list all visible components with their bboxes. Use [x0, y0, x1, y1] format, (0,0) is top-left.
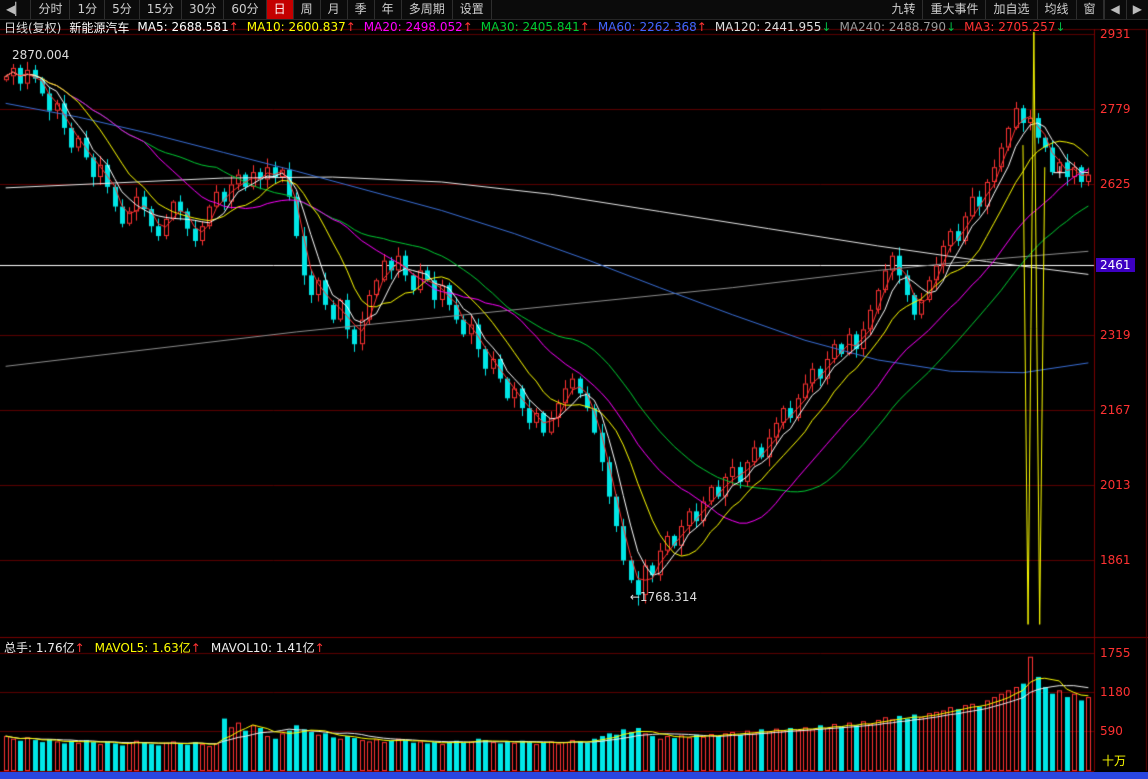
period-button-周[interactable]: 周 [294, 0, 321, 19]
toolbar-spacer [492, 0, 885, 19]
nav-next-icon[interactable]: ▶ [1125, 0, 1148, 19]
ma-values: MA5: 2688.581↑ MA10: 2600.837↑ MA20: 2498.… [137, 20, 1065, 34]
period-button-设置[interactable]: 设置 [453, 0, 492, 19]
period-label: 日线(复权) [4, 20, 62, 35]
period-button-30分[interactable]: 30分 [182, 0, 225, 19]
period-button-季[interactable]: 季 [348, 0, 375, 19]
price-axis-label: 2779 [1100, 101, 1131, 116]
ma-value: MA240: 2488.790↓ [839, 20, 957, 34]
up-arrow-icon: ↑ [696, 20, 707, 34]
up-arrow-icon: ↑ [462, 20, 473, 34]
volume-unit-label: 十万 [1102, 754, 1127, 768]
period-button-group: 分时 1分 5分 15分 30分 60分日周月季年多周期 设置 [31, 0, 492, 19]
price-axis-label: 1861 [1100, 553, 1131, 567]
period-high-label: 2870.004 [12, 47, 70, 62]
price-axis-label: 1755 [1100, 646, 1131, 661]
nav-icon-group: ◀ ▶ [1103, 0, 1148, 19]
tool-button-九转[interactable]: 九转 [884, 0, 924, 19]
period-button-月[interactable]: 月 [321, 0, 348, 19]
indicator-header: 日线(复权) 新能源汽车 MA5: 2688.581↑ MA10: 2600.83… [4, 20, 1066, 35]
price-axis-label: 590 [1100, 724, 1123, 739]
period-button-5分[interactable]: 5分 [105, 0, 140, 19]
price-axis-label: 2625 [1100, 177, 1131, 192]
symbol-name: 新能源汽车 [69, 20, 130, 35]
price-axis-label-highlighted: 2461 [1096, 258, 1135, 273]
down-arrow-icon: ↓ [946, 20, 957, 34]
tool-button-窗[interactable]: 窗 [1077, 0, 1104, 19]
ma-value: MA5: 2688.581↑ [137, 20, 239, 34]
ma-value: MA3: 2705.257↓ [964, 20, 1066, 34]
collapse-left-icon[interactable]: ◀▏ [0, 0, 32, 19]
up-arrow-icon: ↑ [74, 641, 85, 655]
period-button-15分[interactable]: 15分 [140, 0, 183, 19]
ma-value: MA10: 2600.837↑ [246, 20, 356, 34]
ma-value: MA20: 2498.052↑ [363, 20, 473, 34]
volume-stat: MAVOL5: 1.63亿↑ [94, 641, 201, 655]
tool-button-group: 九转 重大事件 加自选 均线窗 [884, 0, 1104, 19]
up-arrow-icon: ↑ [345, 20, 356, 34]
down-arrow-icon: ↓ [821, 20, 832, 34]
price-axis-label: 2167 [1100, 402, 1131, 417]
ma-value: MA120: 2441.955↓ [714, 20, 832, 34]
ma-value: MA30: 2405.841↑ [480, 20, 590, 34]
up-arrow-icon: ↑ [190, 641, 201, 655]
volume-stat: 总手: 1.76亿↑ [4, 641, 85, 655]
tool-button-均线[interactable]: 均线 [1038, 0, 1077, 19]
price-axis-label: 2319 [1100, 327, 1131, 342]
nav-prev-icon[interactable]: ◀ [1103, 0, 1126, 19]
period-button-60分[interactable]: 60分 [224, 0, 267, 19]
period-button-年[interactable]: 年 [375, 0, 402, 19]
tool-button-加自选[interactable]: 加自选 [986, 0, 1038, 19]
up-arrow-icon: ↑ [579, 20, 590, 34]
volume-stat: MAVOL10: 1.41亿↑ [210, 641, 325, 655]
volume-header: 总手: 1.76亿↑ MAVOL5: 1.63亿↑ MAVOL10: 1.41亿↑ [4, 639, 325, 656]
bottom-strip [0, 772, 1148, 779]
toolbar: ◀▏ 分时 1分 5分 15分 30分 60分日周月季年多周期 设置 九转 重大事件 加自选 均线… [0, 0, 1148, 20]
period-button-多周期[interactable]: 多周期 [402, 0, 453, 19]
tool-button-重大事件[interactable]: 重大事件 [923, 0, 987, 19]
ma-value: MA60: 2262.368↑ [597, 20, 707, 34]
down-arrow-icon: ↓ [1055, 20, 1066, 34]
period-button-分时[interactable]: 分时 [31, 0, 71, 19]
price-axis-label: 1180 [1100, 684, 1131, 699]
up-arrow-icon: ↑ [228, 20, 239, 34]
period-low-label: ←1768.314 [629, 589, 698, 604]
up-arrow-icon: ↑ [314, 641, 325, 655]
price-axis-label: 2013 [1100, 478, 1131, 493]
period-button-1分[interactable]: 1分 [70, 0, 106, 19]
period-button-日[interactable]: 日 [266, 0, 294, 19]
price-axis-label: 2931 [1100, 27, 1131, 41]
